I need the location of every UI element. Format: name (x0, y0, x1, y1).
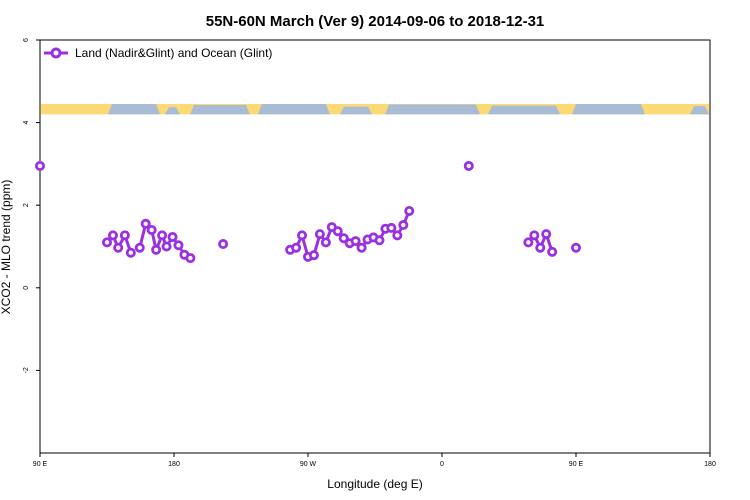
x-tick-label: 180 (704, 461, 716, 468)
data-point (338, 233, 349, 244)
data-point (167, 232, 178, 243)
map-ocean-region (190, 105, 250, 115)
data-point (529, 230, 540, 241)
y-tick-label: 6 (23, 38, 30, 42)
data-point (314, 229, 325, 240)
data-point (151, 244, 162, 255)
data-point (571, 242, 582, 253)
data-point (134, 242, 145, 253)
data-point (523, 237, 534, 248)
data-point (173, 240, 184, 251)
y-tick-label: 2 (23, 203, 30, 207)
map-ocean-region (385, 104, 480, 115)
data-point (146, 224, 157, 235)
data-point (404, 205, 415, 216)
x-axis-label: Longitude (deg E) (327, 477, 422, 491)
data-point (297, 230, 308, 241)
x-tick-label: 0 (440, 461, 444, 468)
data-point (332, 226, 343, 237)
data-point (35, 160, 46, 171)
chart-title: 55N-60N March (Ver 9) 2014-09-06 to 2018… (206, 13, 545, 30)
x-tick-label: 90 E (33, 461, 48, 468)
data-point (398, 220, 409, 231)
data-point (386, 222, 397, 233)
data-point (119, 230, 130, 241)
legend-label: Land (Nadir&Glint) and Ocean (Glint) (75, 46, 272, 60)
data-point (161, 241, 172, 252)
x-tick-label: 90 E (569, 461, 584, 468)
plot-frame (39, 39, 711, 454)
x-tick-label: 180 (168, 461, 180, 468)
map-ocean-region (488, 105, 560, 115)
series-line (289, 210, 411, 259)
data-point (185, 253, 196, 264)
data-point (320, 237, 331, 248)
data-point (125, 247, 136, 258)
data-point (113, 242, 124, 253)
y-tick-label: 0 (23, 286, 30, 290)
legend-box (41, 41, 281, 65)
data-point (374, 235, 385, 246)
map-ocean-region (258, 104, 330, 115)
legend: Land (Nadir&Glint) and Ocean (Glint) (41, 41, 281, 65)
data-point (157, 230, 168, 241)
data-point (107, 230, 118, 241)
data-point (218, 239, 229, 250)
y-axis-label: XCO2 - MLO trend (ppm) (0, 180, 13, 315)
data-point (291, 242, 302, 253)
data-point (541, 229, 552, 240)
series-layer (35, 160, 582, 264)
y-tick-label: -2 (23, 367, 30, 373)
data-point (535, 242, 546, 253)
map-ocean-region (690, 106, 709, 115)
y-tick-label: 4 (23, 121, 30, 125)
map-ocean-region (108, 104, 160, 115)
data-point (350, 236, 361, 247)
x-tick-label: 90 W (300, 461, 317, 468)
data-point (140, 218, 151, 229)
map-land-band (41, 104, 709, 115)
data-point (392, 230, 403, 241)
map-ocean-region (572, 104, 645, 115)
legend-marker-swatch (50, 47, 62, 59)
data-point (308, 250, 319, 261)
map-strip (41, 104, 709, 115)
data-point (102, 237, 113, 248)
map-ocean-region (340, 106, 372, 115)
data-point (547, 246, 558, 257)
x-axis: 90 E 180 90 W 0 90 E 180 (33, 453, 716, 468)
map-ocean-region (165, 107, 180, 115)
data-point (463, 160, 474, 171)
y-axis: 6 4 2 0 -2 (23, 38, 40, 374)
data-point (356, 242, 367, 253)
